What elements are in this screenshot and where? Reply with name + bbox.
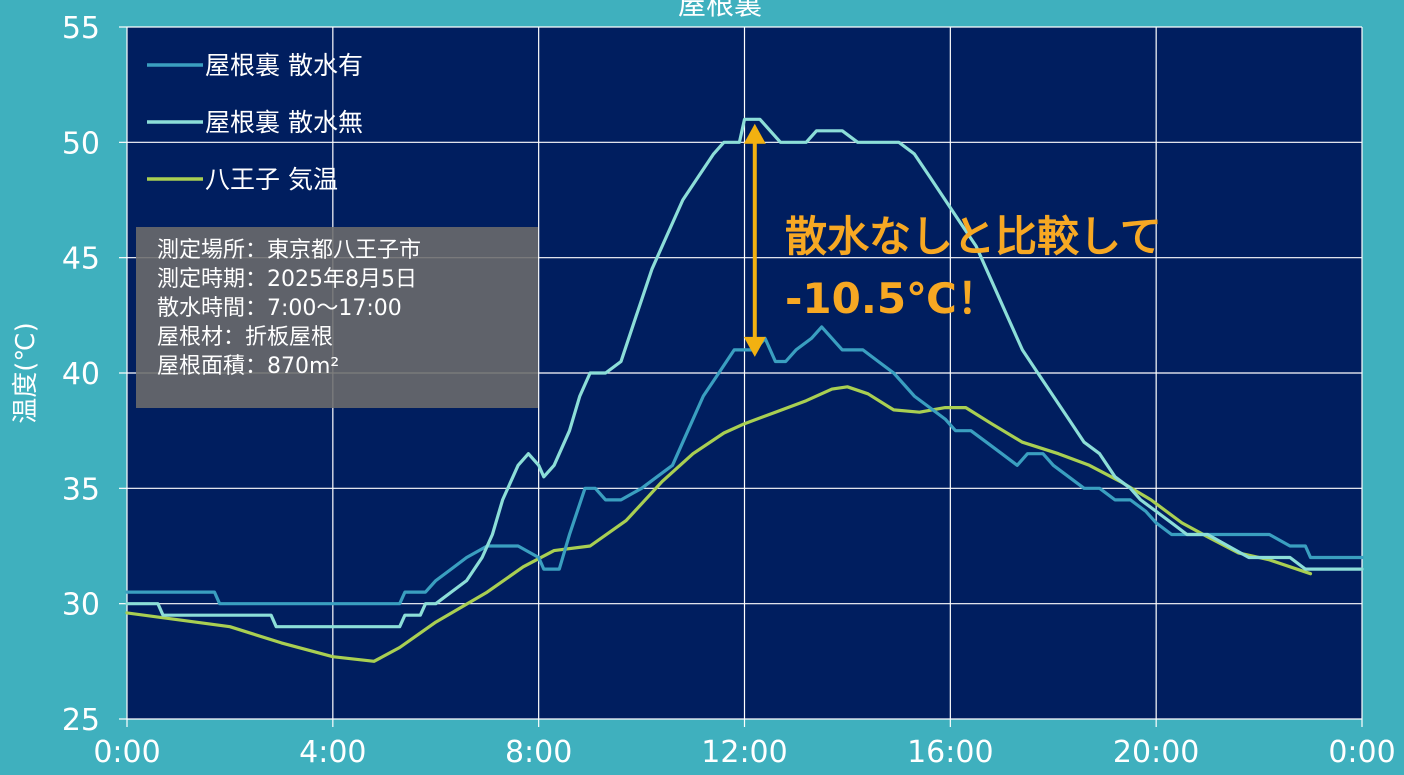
x-tick-label: 4:00 [299, 735, 366, 770]
x-tick-label: 16:00 [907, 735, 993, 770]
y-tick-label: 55 [62, 11, 100, 46]
y-tick-label: 50 [62, 126, 100, 161]
legend-label: 屋根裏 散水有 [205, 51, 363, 80]
y-axis-label: 温度(℃) [11, 322, 41, 424]
x-tick-label: 0:00 [1328, 735, 1395, 770]
annotation-line-2: -10.5℃！ [785, 274, 999, 323]
y-tick-labels: 25 30 35 40 45 50 55 [62, 11, 100, 738]
info-line: 屋根材：折板屋根 [157, 325, 334, 350]
info-line: 測定場所：東京都八王子市 [157, 238, 422, 263]
series-line-1 [125, 325, 1364, 606]
info-box: 測定場所：東京都八王子市 測定時期：2025年8月5日 散水時間：7:00～17… [136, 227, 538, 408]
y-tick-label: 25 [62, 703, 100, 738]
x-tick-labels: 0:00 4:00 8:00 12:00 16:00 20:00 0:00 [93, 735, 1395, 770]
x-tick-label: 8:00 [505, 735, 572, 770]
annotation-line-1: 散水なしと比較して [785, 212, 1162, 261]
arrow-head-down [743, 336, 766, 357]
y-tick-label: 40 [62, 357, 100, 392]
series-layer [125, 117, 1364, 663]
legend-label: 屋根裏 散水無 [205, 108, 363, 137]
y-tick-label: 45 [62, 242, 100, 277]
info-line: 測定時期：2025年8月5日 [157, 267, 417, 292]
y-tick-label: 30 [62, 588, 100, 623]
y-tick-label: 35 [62, 472, 100, 507]
chart-title: 屋根裏 [678, 0, 762, 21]
x-tick-label: 0:00 [93, 735, 160, 770]
x-tick-label: 20:00 [1113, 735, 1199, 770]
series-line-2 [125, 117, 1364, 629]
x-tick-label: 12:00 [701, 735, 787, 770]
info-line: 散水時間：7:00～17:00 [157, 296, 402, 321]
annotation-arrow [743, 123, 766, 357]
arrow-head-up [743, 123, 766, 144]
legend-label: 八王子 気温 [205, 165, 338, 194]
info-line: 屋根面積：870m² [157, 354, 340, 379]
